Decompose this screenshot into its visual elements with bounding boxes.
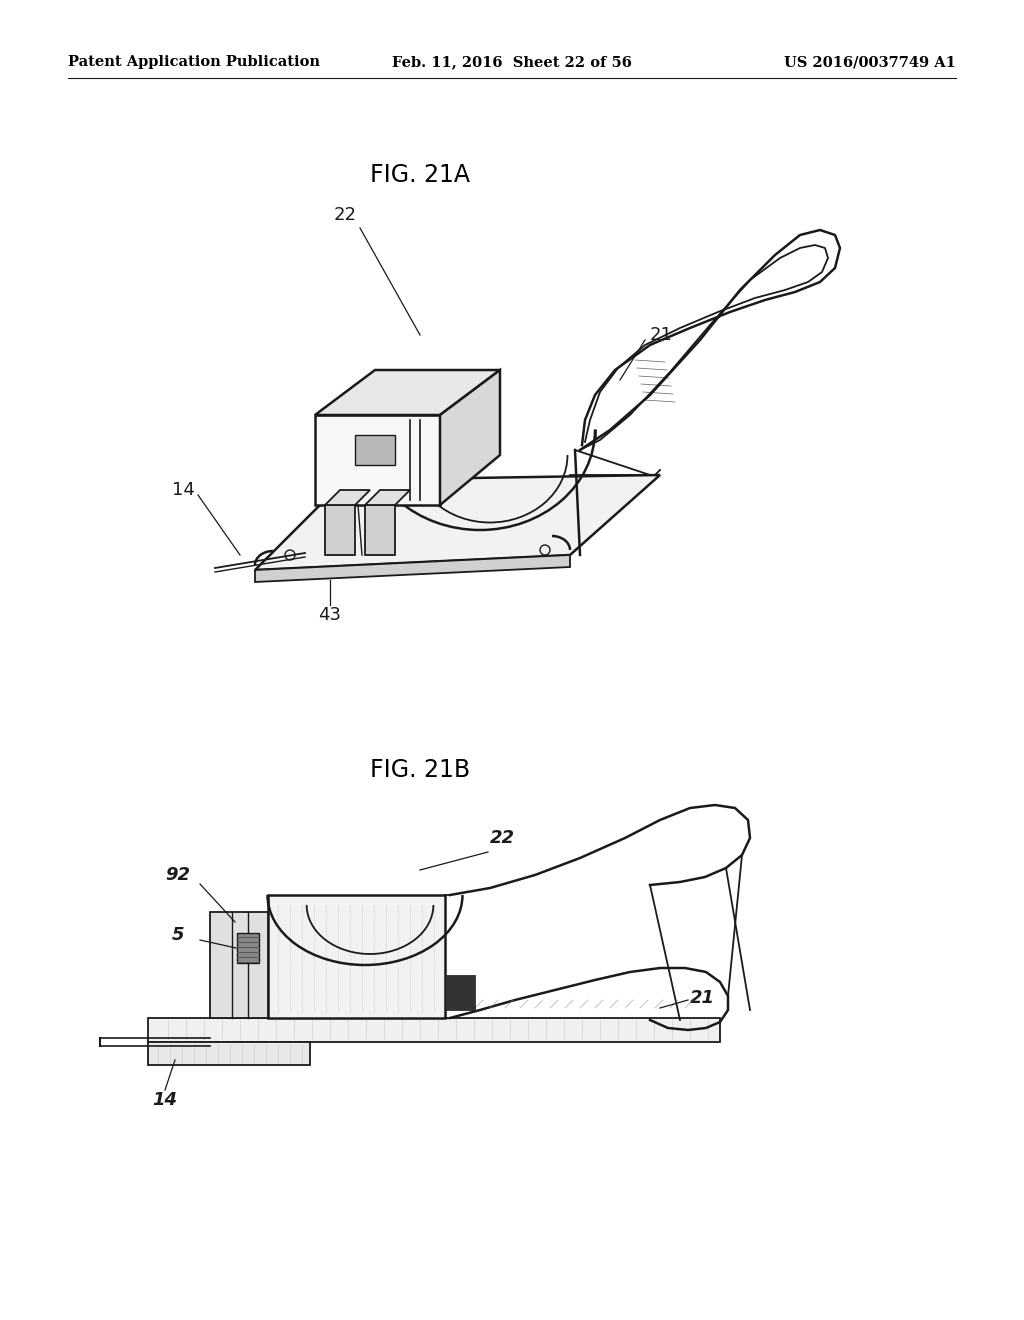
Text: US 2016/0037749 A1: US 2016/0037749 A1 bbox=[784, 55, 956, 69]
Polygon shape bbox=[325, 506, 355, 554]
Text: 43: 43 bbox=[318, 606, 341, 624]
Text: FIG. 21B: FIG. 21B bbox=[370, 758, 470, 781]
Polygon shape bbox=[440, 370, 500, 506]
Text: 92: 92 bbox=[166, 866, 190, 884]
Polygon shape bbox=[325, 490, 370, 506]
Polygon shape bbox=[365, 506, 395, 554]
Polygon shape bbox=[315, 414, 440, 506]
Polygon shape bbox=[237, 933, 259, 964]
Polygon shape bbox=[148, 1041, 310, 1065]
Polygon shape bbox=[210, 912, 268, 1018]
Polygon shape bbox=[355, 436, 395, 465]
Text: 21: 21 bbox=[690, 989, 715, 1007]
Text: FIG. 21A: FIG. 21A bbox=[370, 162, 470, 187]
Polygon shape bbox=[268, 895, 445, 1018]
Polygon shape bbox=[315, 370, 500, 414]
Polygon shape bbox=[255, 554, 570, 582]
Text: 22: 22 bbox=[334, 206, 356, 224]
Text: Patent Application Publication: Patent Application Publication bbox=[68, 55, 319, 69]
Text: Feb. 11, 2016  Sheet 22 of 56: Feb. 11, 2016 Sheet 22 of 56 bbox=[392, 55, 632, 69]
Polygon shape bbox=[148, 1018, 720, 1041]
Text: 21: 21 bbox=[650, 326, 673, 345]
Text: 22: 22 bbox=[490, 829, 515, 847]
Text: 5: 5 bbox=[172, 927, 184, 944]
Polygon shape bbox=[255, 475, 660, 570]
Text: 14: 14 bbox=[153, 1092, 177, 1109]
Text: 14: 14 bbox=[172, 480, 195, 499]
Polygon shape bbox=[445, 975, 475, 1010]
Polygon shape bbox=[365, 490, 410, 506]
